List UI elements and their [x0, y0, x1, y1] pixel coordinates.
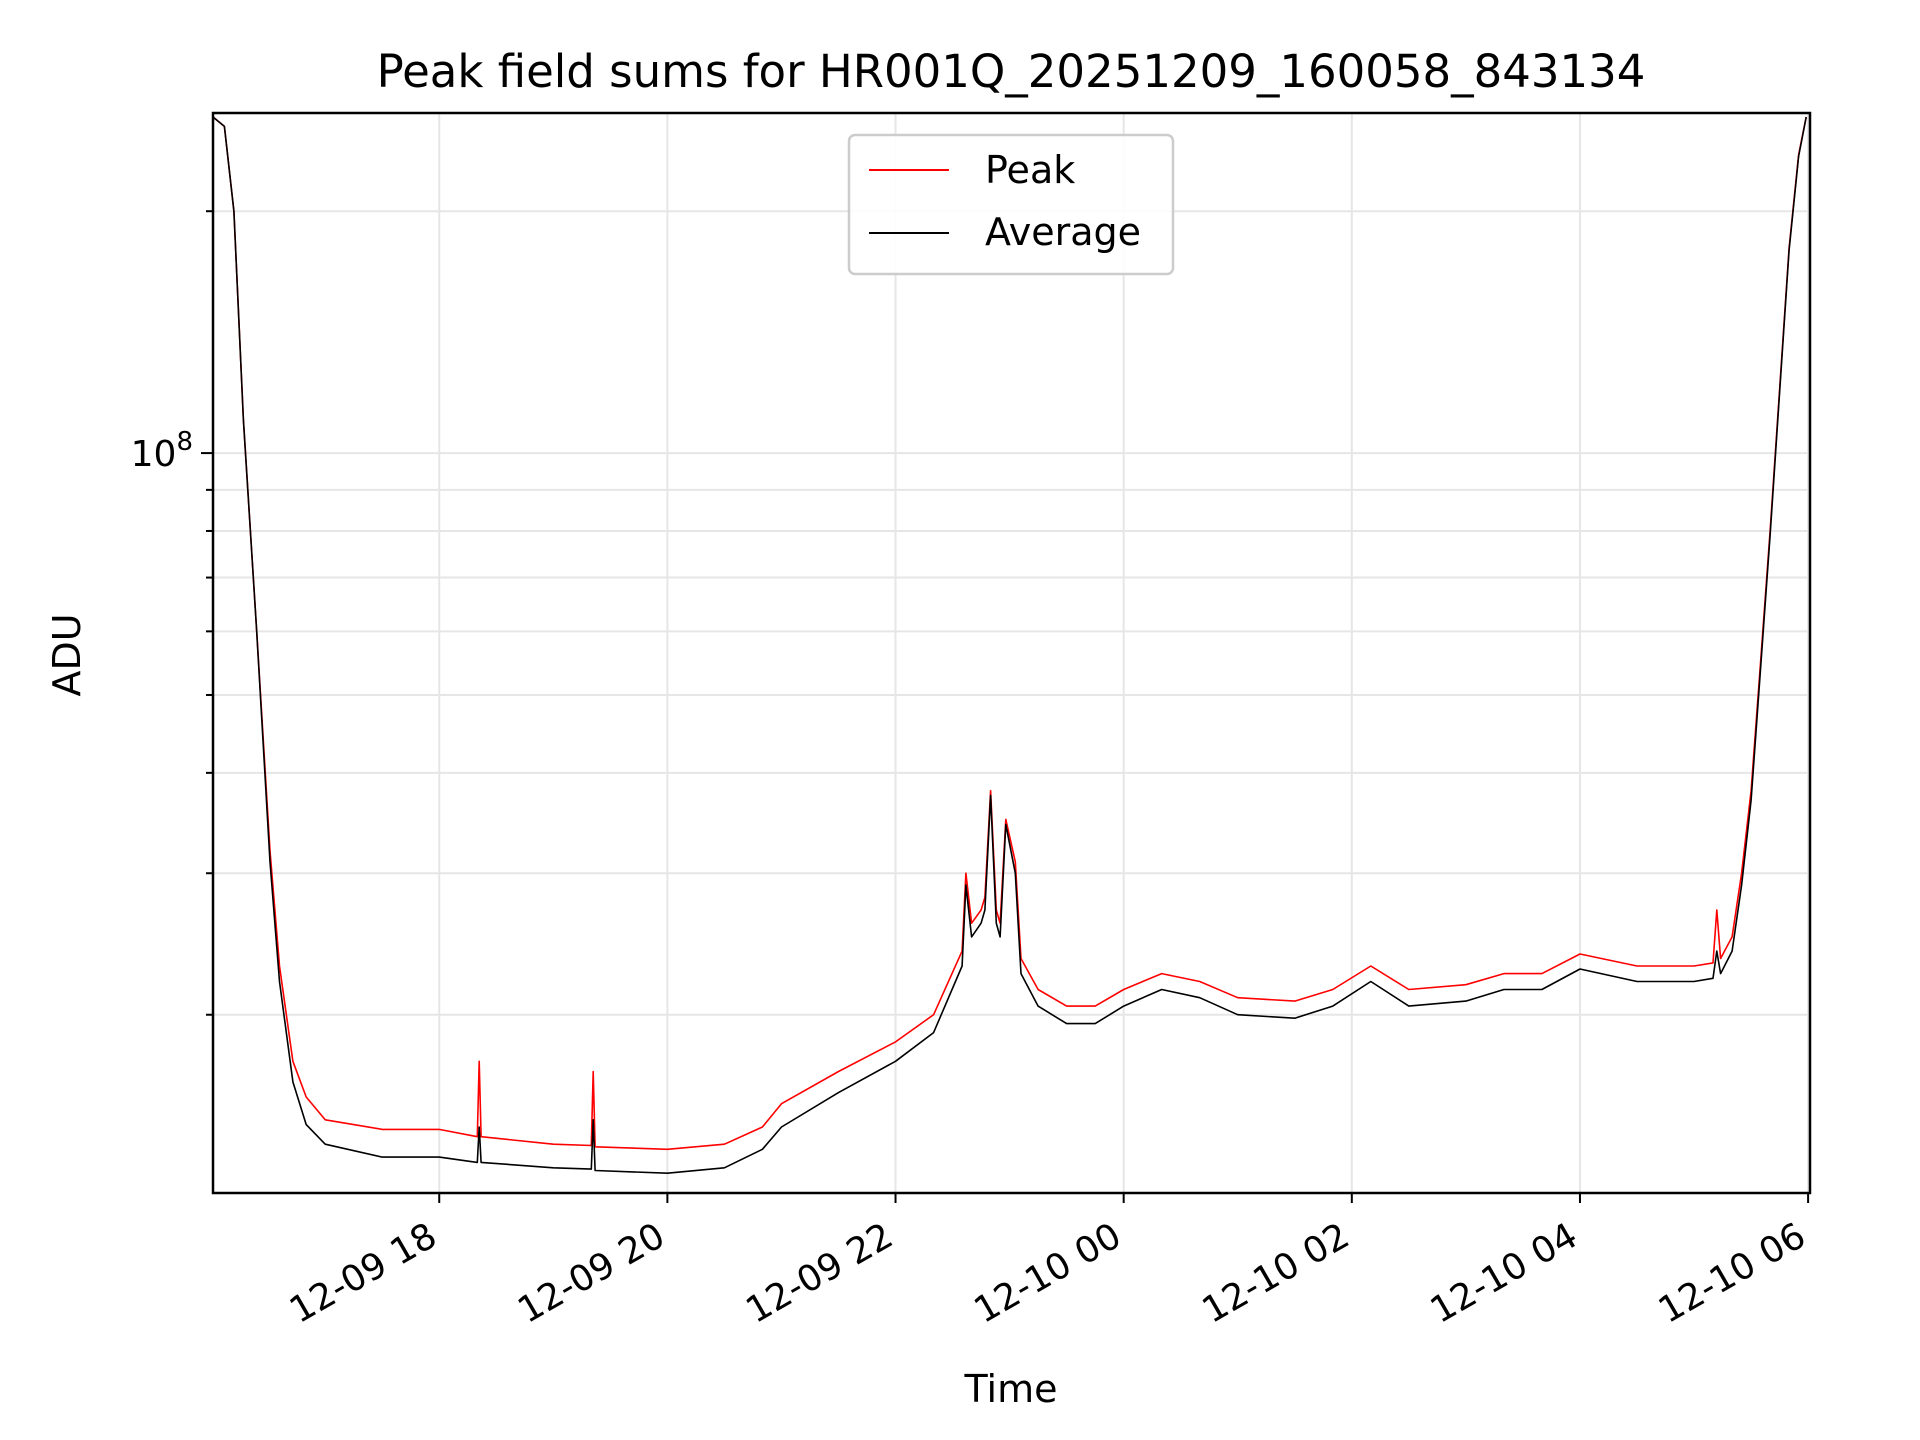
plot-frame: [211, 111, 1812, 1195]
chart-title: Peak field sums for HR001Q_20251209_1600…: [377, 45, 1646, 98]
series-line-average: [212, 116, 1807, 1174]
x-axis-label: Time: [964, 1367, 1058, 1411]
y-axis-label: ADU: [45, 613, 89, 696]
legend-label-peak: Peak: [985, 148, 1075, 192]
plot-series: [212, 116, 1807, 1174]
series-line-peak: [212, 116, 1807, 1151]
legend-label-average: Average: [985, 210, 1141, 254]
grid: [213, 113, 1810, 1193]
y-tick-label: 108: [131, 427, 193, 475]
legend: Peak Average: [847, 133, 1175, 276]
